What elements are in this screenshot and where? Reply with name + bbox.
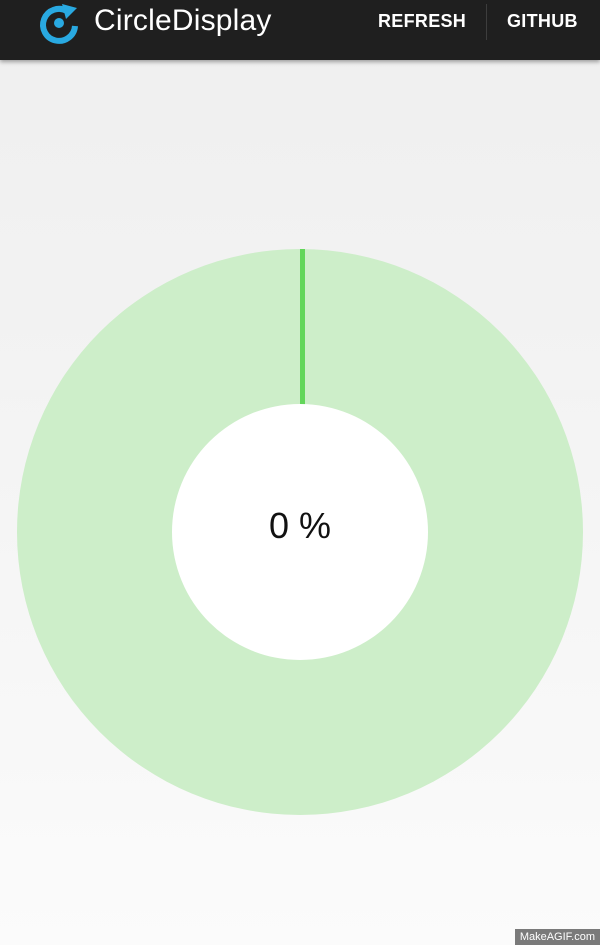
circle-inner [172, 404, 428, 660]
github-button[interactable]: GITHUB [507, 11, 578, 31]
refresh-button[interactable]: REFRESH [378, 11, 467, 31]
action-divider [486, 4, 487, 40]
app-title: CircleDisplay [94, 4, 272, 37]
watermark: MakeAGIF.com [514, 929, 600, 945]
progress-percent-label: 0 % [268, 505, 332, 546]
action-bar: CircleDisplay REFRESH GITHUB [0, 0, 600, 60]
circle-refresh-icon[interactable] [36, 0, 82, 46]
